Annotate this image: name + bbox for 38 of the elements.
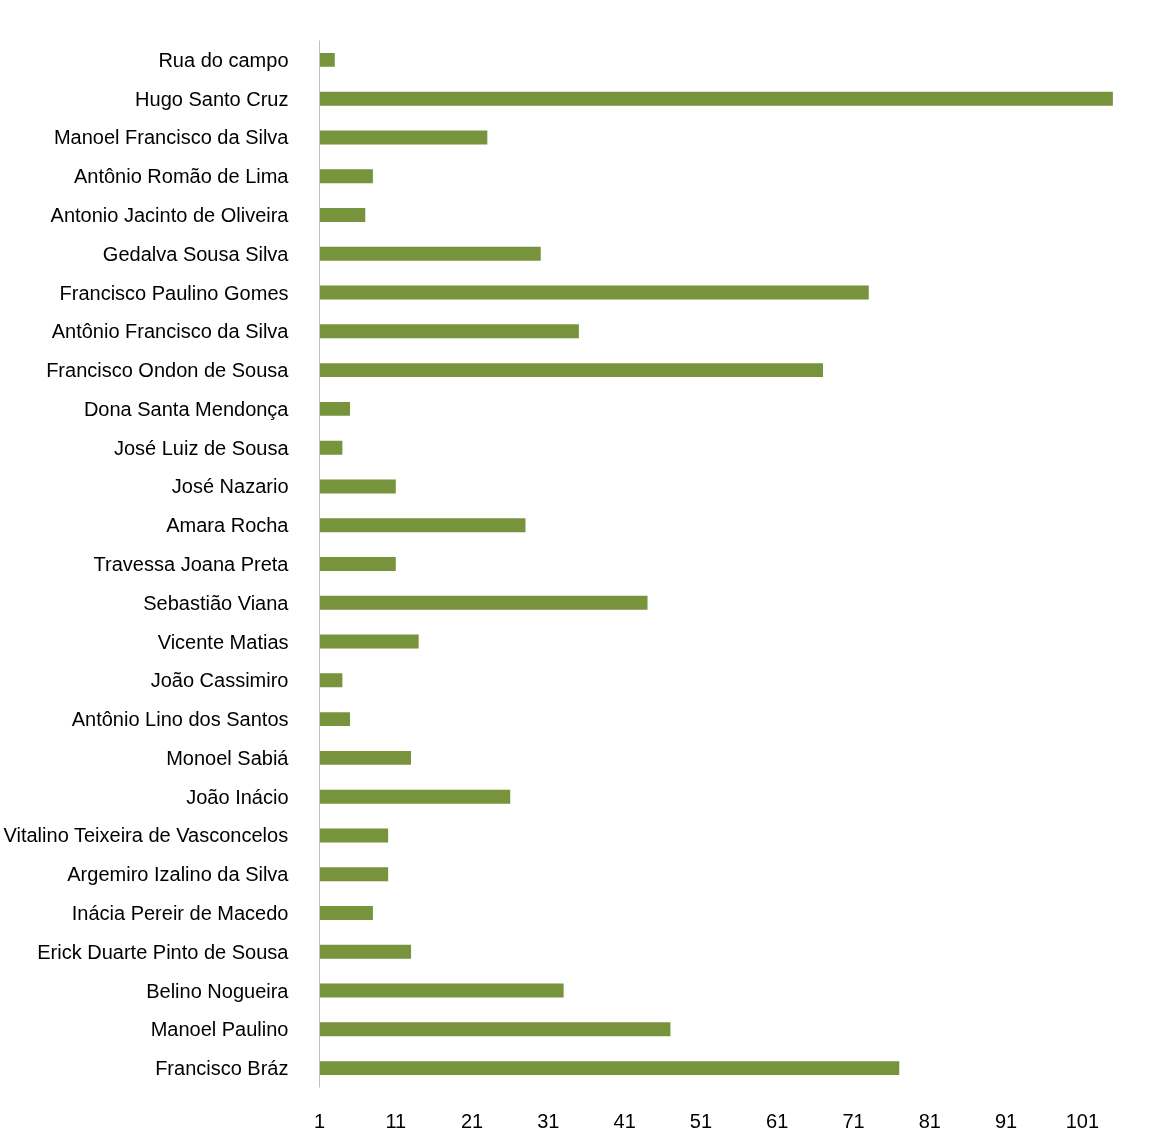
y-tick-label: Manoel Francisco da Silva	[53, 126, 290, 149]
y-tick-label: Erick Duarte Pinto de Sousa	[37, 940, 290, 963]
y-tick-label: Antônio Francisco da Silva	[51, 320, 290, 343]
y-tick-label: Francisco Bráz	[155, 1057, 289, 1080]
y-tick-label: Antonio Jacinto de Oliveira	[50, 204, 290, 226]
y-tick-label: Belino Nogueira	[146, 979, 290, 1002]
y-tick-label: Francisco Ondon de Sousa	[46, 359, 290, 382]
y-tick-label: João Inácio	[186, 785, 289, 808]
x-tick-label: 61	[766, 1109, 789, 1132]
y-tick-label: Monoel Sabiá	[166, 746, 290, 769]
x-tick-label: 51	[689, 1109, 713, 1132]
y-tick-label: João Cassimiro	[150, 669, 289, 692]
x-tick-label: 1	[313, 1109, 326, 1132]
x-tick-label: 81	[918, 1109, 941, 1132]
y-tick-label: Argemiro Izalino da Silva	[67, 863, 290, 886]
y-tick-label: Francisco Paulino Gomes	[59, 281, 289, 304]
y-tick-label: Gedalva Sousa Silva	[102, 242, 290, 265]
y-tick-label: Amara Rocha	[166, 514, 290, 537]
x-tick-label: 101	[1065, 1109, 1100, 1132]
x-tick-label: 21	[460, 1109, 484, 1132]
y-tick-label: Inácia Pereir de Macedo	[71, 902, 289, 924]
y-tick-label: Manoel Paulino	[150, 1018, 289, 1041]
x-tick-label: 31	[537, 1109, 560, 1132]
x-tick-label: 11	[385, 1109, 407, 1132]
y-tick-label: Travessa Joana Preta	[93, 553, 290, 575]
x-tick-label: 91	[994, 1109, 1018, 1132]
y-tick-label: Hugo Santo Cruz	[135, 87, 289, 110]
y-tick-label: José Luiz de Sousa	[113, 436, 290, 459]
y-tick-label: Vicente Matias	[157, 630, 289, 653]
x-tick-label: 41	[613, 1109, 636, 1132]
y-tick-label: José Nazario	[171, 475, 289, 498]
y-tick-label: Dona Santa Mendonça	[83, 397, 290, 420]
x-tick-label: 71	[842, 1109, 865, 1132]
y-tick-label: Vitalino Teixeira de Vasconcelos	[3, 824, 289, 847]
y-tick-label: Antônio Romão de Lima	[73, 165, 290, 188]
y-tick-label: Sebastião Viana	[143, 591, 290, 614]
y-tick-label: Rua do campo	[158, 48, 289, 71]
y-tick-label: Antônio Lino dos Santos	[71, 708, 289, 731]
